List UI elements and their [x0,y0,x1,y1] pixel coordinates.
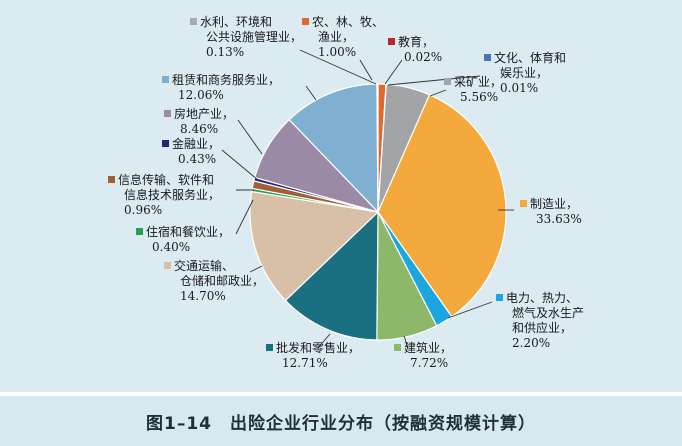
pie-slices [249,83,507,341]
slice-category-label: 信息技术服务业， [124,187,220,202]
slice-category-label: 农、林、牧、 [312,15,384,29]
leader-line [299,49,377,85]
slice-category-label: 燃气及水生产 [512,305,584,320]
legend-marker [164,110,171,117]
leader-line [403,335,409,349]
pie-slice [249,190,380,302]
slice-category-label: 金融业， [172,136,220,151]
slice-value-label: 5.56% [460,90,498,104]
slice-category-label: 租赁和商务服务业， [172,72,280,87]
slice-category-label: 渔业， [318,30,354,44]
slice-category-label: 和供应业， [512,320,572,335]
slice-category-label: 交通运输、 [174,258,234,273]
slice-value-label: 12.06% [178,88,224,102]
slice-category-label: 批发和零售业， [276,340,360,355]
slice-category-label: 制造业， [530,197,578,211]
leader-line [384,59,403,85]
legend-marker [520,200,527,207]
slice-category-label: 仓储和邮政业， [180,273,264,288]
leader-line [359,59,373,81]
pie-slice [284,210,379,341]
slice-category-label: 娱乐业， [500,66,548,80]
legend-marker [496,294,503,301]
figure-number: 图1–14 [146,413,212,434]
slice-value-label: 33.63% [536,212,582,226]
pie-slice [376,83,379,213]
leader-line [235,199,254,235]
slice-value-label: 0.40% [152,240,190,254]
slice-category-label: 教育， [398,34,434,49]
legend-marker [444,78,451,85]
slice-value-label: 0.01% [500,81,538,95]
slice-value-label: 14.70% [180,289,226,303]
slice-category-label: 电力、热力、 [506,291,578,305]
slice-category-label: 房地产业， [174,106,234,121]
legend-marker [162,76,169,83]
figure-title: 出险企业行业分布（按融资规模计算） [230,413,536,434]
slice-category-label: 文化、体育和 [494,50,566,65]
slice-category-label: 采矿业， [454,75,502,89]
legend-marker [266,344,273,351]
leader-line [317,333,331,349]
slice-value-label: 0.43% [178,152,216,166]
legend-marker [190,18,197,25]
leader-line [387,75,481,86]
leader-line [429,89,447,97]
legend-marker [388,38,395,45]
slice-value-label: 0.02% [404,50,442,64]
legend-marker [164,262,171,269]
slice-value-label: 1.00% [318,45,356,59]
legend-marker [484,54,491,61]
caption-band: 图1–14 出险企业行业分布（按融资规模计算） [0,396,682,446]
chart-panel: 农、林、牧、 渔业， 1.00% 教育， 0.02% 文化、体育和 娱乐业， 0.01% 采矿业… [0,0,682,392]
pie-slice [288,83,379,214]
slice-labels: 农、林、牧、渔业，1.00% 教育，0.02% 文化、体育和娱乐业，0.01%采矿业… [108,14,584,370]
figure-caption: 图1–14 出险企业行业分布（按融资规模计算） [146,409,536,434]
pie-slice [377,94,507,318]
legend-marker [302,18,309,25]
slice-value-label: 7.72% [410,356,448,370]
slice-value-label: 2.20% [512,336,550,350]
slice-value-label: 0.13% [206,45,244,59]
leader-line [237,119,263,155]
legend-marker [162,140,169,147]
slice-category-label: 住宿和餐饮业， [146,224,230,239]
leader-line [221,149,259,181]
slice-category-label: 水利、环境和 [200,14,272,29]
slice-category-label: 信息传输、软件和 [118,172,214,187]
slice-category-label: 建筑业， [404,340,452,355]
slice-value-label: 12.71% [282,356,328,370]
slice-value-label: 8.46% [180,122,218,136]
leader-line [305,85,317,101]
leader-line [249,265,263,273]
legend-marker [108,176,115,183]
leader-line [447,301,493,319]
leader-lines [221,49,514,349]
legend-marker [394,344,401,351]
slice-value-label: 0.96% [124,203,162,217]
legend-marker [136,228,143,235]
pie-chart: 农、林、牧、渔业，1.00% 教育，0.02% 文化、体育和娱乐业，0.01%采矿业… [108,14,584,370]
slice-category-label: 公共设施管理业， [206,29,302,44]
